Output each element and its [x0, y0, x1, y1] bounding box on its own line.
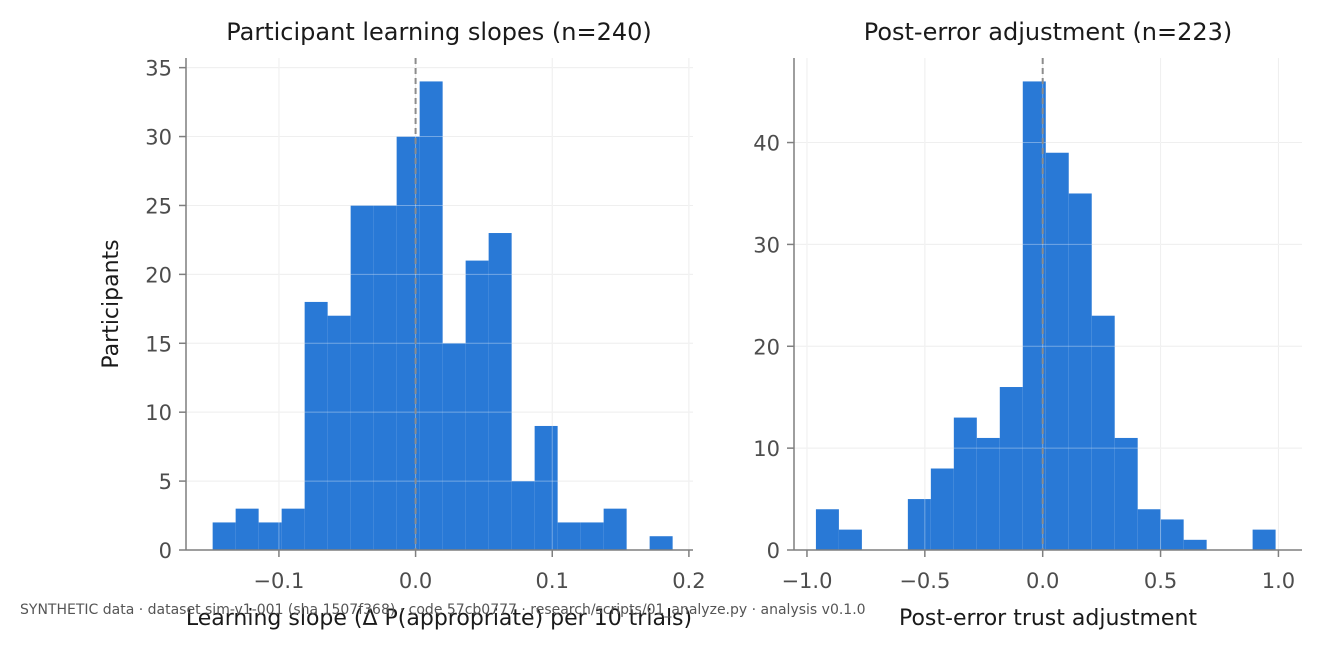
- histogram-bar: [953, 417, 977, 550]
- histogram-bar: [1183, 539, 1207, 550]
- histogram-bar: [1252, 529, 1276, 550]
- y-tick-label: 40: [753, 132, 780, 156]
- histogram-bar: [396, 136, 420, 550]
- x-axis-label: Learning slope (Δ P(appropriate) per 10 …: [186, 606, 692, 631]
- histogram-bar: [930, 468, 954, 550]
- x-tick-label: −0.1: [253, 569, 304, 593]
- histogram-bar: [511, 481, 535, 550]
- panel-post-error-adjustment: −1.0 −0.5 0.0 0.5 1.0 0 10 20 30 40 Post-error ad…: [753, 18, 1302, 631]
- histogram-bar: [235, 508, 259, 550]
- y-tick-label: 10: [753, 437, 780, 461]
- y-tick-label: 15: [145, 332, 172, 356]
- y-tick-label: 25: [145, 194, 172, 218]
- histogram-bar: [350, 205, 374, 550]
- y-tick-label: 20: [753, 335, 780, 359]
- chart-title: Participant learning slopes (n=240): [226, 18, 651, 46]
- histogram-bar: [1160, 519, 1184, 550]
- histogram-bar: [838, 529, 862, 550]
- histogram-bar: [327, 315, 351, 550]
- x-tick-label: 0.0: [399, 569, 432, 593]
- histogram-bar: [1068, 193, 1092, 550]
- histogram-bars: [186, 58, 693, 551]
- tick-labels: −1.0 −0.5 0.0 0.5 1.0 0 10 20 30 40: [753, 132, 1295, 593]
- histogram-bar: [603, 508, 627, 550]
- x-tick-label: −0.5: [899, 569, 950, 593]
- y-tick-label: 5: [159, 470, 172, 494]
- axes: [787, 58, 1302, 557]
- histogram-bar: [1091, 315, 1115, 550]
- y-axis-label: Participants: [99, 239, 124, 368]
- x-axis-label: Post-error trust adjustment: [899, 606, 1197, 631]
- histogram-bar: [999, 387, 1023, 550]
- histogram-bar: [1045, 152, 1069, 551]
- x-tick-label: 0.0: [1026, 569, 1059, 593]
- y-tick-label: 35: [145, 57, 172, 81]
- histogram-bar: [304, 301, 328, 550]
- histogram-bar: [258, 522, 282, 550]
- panel-learning-slopes: −0.1 0.0 0.1 0.2 0 5 10 15 20 25 30 35 Participant …: [99, 18, 706, 631]
- histogram-bars: [794, 58, 1302, 551]
- x-tick-label: −1.0: [781, 569, 832, 593]
- histogram-bar: [976, 437, 1000, 550]
- histogram-bar: [465, 260, 489, 550]
- histogram-bar: [1022, 81, 1046, 550]
- histogram-bar: [580, 522, 604, 550]
- axes: [179, 58, 693, 557]
- x-tick-label: 0.1: [536, 569, 569, 593]
- x-tick-label: 0.2: [672, 569, 705, 593]
- y-tick-label: 0: [159, 539, 172, 563]
- histogram-bar: [907, 499, 931, 550]
- histogram-bar: [488, 233, 512, 550]
- histogram-bar: [534, 425, 558, 550]
- x-tick-label: 1.0: [1262, 569, 1295, 593]
- histogram-bar: [281, 508, 305, 550]
- y-tick-label: 0: [767, 539, 780, 563]
- histogram-bar: [373, 205, 397, 550]
- provenance-footer: SYNTHETIC data · dataset sim-v1-001 (sha…: [20, 602, 866, 618]
- y-tick-label: 30: [753, 233, 780, 257]
- tick-labels: −0.1 0.0 0.1 0.2 0 5 10 15 20 25 30 35: [145, 57, 705, 593]
- histogram-bar: [557, 522, 581, 550]
- histogram-bar: [442, 343, 466, 550]
- histogram-bar: [649, 536, 673, 550]
- histogram-bar: [419, 81, 443, 550]
- x-tick-label: 0.5: [1144, 569, 1177, 593]
- y-tick-label: 20: [145, 263, 172, 287]
- histogram-bar: [212, 522, 236, 550]
- histogram-bar: [1114, 437, 1138, 550]
- chart-title: Post-error adjustment (n=223): [864, 18, 1233, 46]
- histogram-bar: [1137, 509, 1161, 550]
- histogram-bar: [815, 509, 839, 550]
- y-tick-label: 30: [145, 126, 172, 150]
- y-tick-label: 10: [145, 401, 172, 425]
